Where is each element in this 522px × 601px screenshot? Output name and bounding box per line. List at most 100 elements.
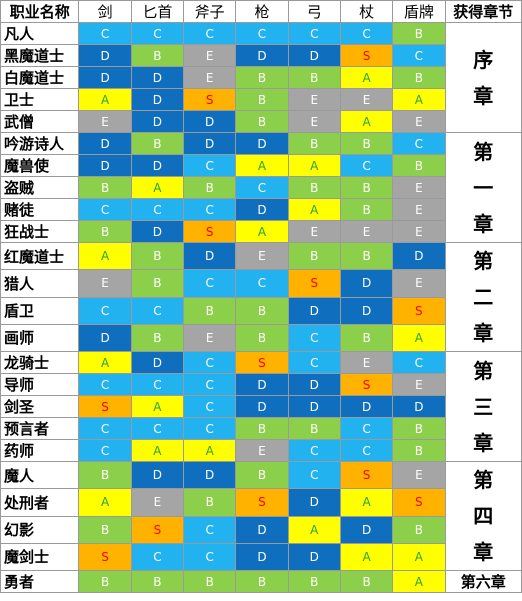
grade-cell: B [183,176,237,199]
chapter-cell: 第二章 [444,242,522,352]
grade-cell: E [392,269,446,298]
grade-cell: A [339,110,394,133]
chapter-cell: 序章 [444,22,522,133]
grade-cell: D [183,460,237,490]
table-body: 凡人 C C C C C C B 序章黑魔道士 D B E D D S C 白魔道士 D D E B B A B 卫士 A D S B E… [0,22,522,593]
chapter-text: 第六章 [460,572,506,591]
grade-cell: S [339,373,394,396]
grade-cell: D [130,460,185,490]
grade-cell: D [235,44,289,67]
chapter-text: 一 [473,175,494,200]
job-name-cell: 导师 [0,373,80,396]
grade-cell: E [287,110,341,133]
grade-cell: C [78,439,132,462]
table-row: 幻影 B S C D A D B [0,515,522,544]
grade-cell: D [130,88,185,111]
grade-cell: D [287,542,341,572]
job-name-cell: 魔剑士 [0,542,80,572]
grade-cell: B [130,323,185,353]
grade-cell: D [130,154,185,177]
grade-cell: D [130,110,185,133]
grade-cell: E [287,220,341,243]
grade-cell: C [78,296,132,325]
header-weapon-shield: 盾牌 [392,0,446,23]
grade-cell: C [183,542,237,572]
grade-cell: B [78,515,132,544]
table-row: 凡人 C C C C C C B 序章 [0,22,522,133]
grade-cell: D [235,395,289,418]
job-name-cell: 凡人 [0,22,80,45]
grade-cell: B [287,417,341,440]
chapter-cell: 第六章 [444,570,522,593]
table-row: 武僧 E D D B E A E [0,110,522,133]
grade-cell: D [287,296,341,325]
grade-cell: A [130,395,185,418]
table-row: 卫士 A D S B E E A [0,88,522,111]
chapter-text: 四 [473,504,494,528]
grade-cell: B [287,66,341,89]
header-weapon-axe: 斧子 [183,0,237,23]
grade-cell: C [183,154,237,177]
grade-cell: E [235,439,289,462]
grade-cell: D [287,395,341,418]
table-row: 药师 C A A E C C B [0,439,522,462]
job-name-cell: 药师 [0,439,80,462]
grade-cell: B [339,132,394,155]
grade-cell: D [183,241,237,271]
grade-cell: S [235,488,289,517]
grade-cell: S [78,395,132,418]
grade-cell: S [392,488,446,517]
grade-cell: E [392,373,446,396]
grade-cell: B [287,241,341,271]
grade-cell: E [130,488,185,517]
grade-cell: B [287,132,341,155]
header-chapter: 获得章节 [444,0,522,23]
table-row: 魔人 B D D B C S E 第四章 [0,460,522,571]
job-name-cell: 卫士 [0,88,80,111]
header-weapon-dagger: 匕首 [130,0,185,23]
header-weapon-staff: 杖 [339,0,394,23]
chapter-text: 第 [473,139,494,164]
grade-cell: A [392,323,446,353]
job-name-cell: 狂战士 [0,220,80,243]
grade-cell: C [287,22,341,45]
grade-cell: C [287,323,341,353]
grade-cell: C [392,44,446,67]
grade-cell: C [287,439,341,462]
grade-cell: S [339,44,394,67]
grade-cell: D [339,515,394,544]
grade-cell: S [339,460,394,490]
table-row: 盾卫 C C B B D D S [0,296,522,325]
grade-cell: B [235,570,289,593]
grade-cell: C [183,373,237,396]
grade-cell: B [392,417,446,440]
chapter-text: 章 [473,321,494,345]
grade-cell: C [130,296,185,325]
grade-cell: D [339,395,394,418]
table-row: 红魔道士 A B D E B B D 第二章 [0,241,522,352]
grade-cell: B [78,220,132,243]
grade-cell: A [78,351,132,374]
grade-cell: D [130,66,185,89]
chapter-text: 三 [473,394,494,419]
job-name-cell: 画师 [0,323,80,353]
header-weapon-bow: 弓 [287,0,341,23]
grade-cell: S [78,542,132,572]
job-name-cell: 盾卫 [0,296,80,325]
grade-cell: B [183,296,237,325]
grade-cell: B [235,460,289,490]
grade-cell: D [235,132,289,155]
grade-cell: E [339,220,394,243]
table-row: 黑魔道士 D B E D D S C [0,44,522,67]
table-row: 预言者 C C C B B C B [0,417,522,440]
grade-cell: D [235,198,289,221]
grade-cell: B [339,323,394,353]
grade-cell: A [339,66,394,89]
chapter-cell: 第四章 [444,461,522,571]
job-name-cell: 武僧 [0,110,80,133]
grade-cell: E [392,460,446,490]
grade-cell: C [78,373,132,396]
grade-cell: E [392,220,446,243]
grade-cell: E [183,66,237,89]
grade-cell: A [392,542,446,572]
